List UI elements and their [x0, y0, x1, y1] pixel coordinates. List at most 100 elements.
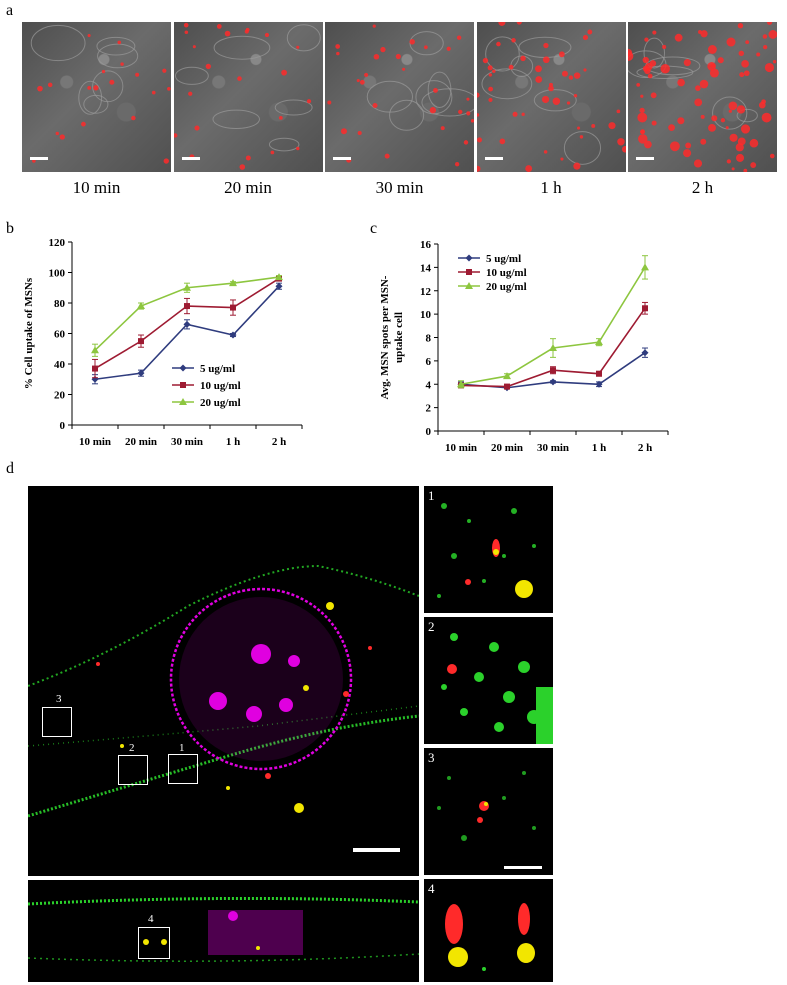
inset-image-2: 2 [424, 617, 553, 744]
inset-3-number: 3 [428, 750, 435, 765]
inset-box-3-number: 3 [56, 693, 62, 705]
y-tick-label: 6 [426, 356, 432, 368]
inset-box-3 [42, 707, 72, 737]
y-tick-label: 40 [54, 359, 66, 371]
inset-box-4 [138, 927, 170, 959]
scale-bar [333, 157, 351, 160]
chart-b: 0 20 40 60 80 100 120 10 min 20 min 30 min 1 h 2 h%… [20, 230, 350, 460]
inset-box-2-number: 2 [129, 742, 135, 754]
legend-label: 20 ug/ml [486, 281, 527, 293]
legend-label: 10 ug/ml [200, 380, 241, 392]
y-tick-label: 8 [426, 333, 432, 345]
inset-box-4-number: 4 [148, 913, 154, 925]
x-tick-label: 1 h [592, 442, 606, 454]
data-point [641, 263, 649, 271]
x-tick-label: 10 min [445, 442, 477, 454]
x-tick-label: 30 min [537, 442, 569, 454]
panel-letter-b: b [6, 220, 14, 237]
confocal-side-svg [28, 896, 419, 962]
inset-image-4: 4 [424, 879, 553, 982]
x-tick-label: 30 min [171, 436, 203, 448]
x-tick-label: 2 h [272, 436, 286, 448]
data-point [229, 331, 237, 339]
inset-box-1 [168, 754, 198, 784]
data-point [642, 305, 648, 312]
inset-4-number: 4 [428, 881, 435, 896]
y-tick-label: 10 [420, 309, 432, 321]
legend-marker [179, 398, 187, 405]
inset-image-1: 1 [424, 486, 553, 613]
data-point [595, 380, 603, 388]
x-tick-label: 20 min [491, 442, 523, 454]
micrograph-tile [22, 22, 171, 172]
chart-c: 0 2 4 6 8 10 12 14 16 10 min 20 min 30 min 1 h 2 h Avg… [374, 236, 714, 460]
legend-marker [180, 382, 186, 388]
data-point [138, 338, 144, 345]
time-label: 2 h [691, 178, 714, 197]
scale-bar [181, 157, 200, 160]
x-tick-label: 10 min [79, 436, 111, 448]
chart-b-svg: 0 20 40 60 80 100 120 10 min 20 min 30 min 1 h 2 h%… [23, 237, 303, 448]
confocal-main-image: 3 2 1 [28, 486, 419, 876]
data-point [275, 282, 283, 290]
inset-image-3: 3 [424, 748, 553, 875]
data-point [229, 279, 237, 287]
scale-bar [484, 157, 503, 160]
data-point [504, 383, 510, 390]
data-point [275, 273, 283, 281]
y-tick-label: 14 [420, 262, 432, 274]
data-point [183, 320, 191, 328]
legend-label: 5 ug/ml [486, 253, 521, 265]
confocal-side-image: 4 [28, 880, 419, 982]
panel-letter-d: d [6, 460, 14, 477]
micrograph-tile [173, 22, 323, 172]
scale-bar [636, 157, 654, 160]
data-point [137, 302, 145, 310]
y-tick-label: 0 [60, 420, 66, 432]
panel-letter-c: c [370, 220, 378, 237]
inset-box-2 [118, 755, 148, 785]
chart-c-svg: 0 2 4 6 8 10 12 14 16 10 min 20 min 30 min 1 h 2 h Avg… [379, 239, 669, 454]
data-point [91, 346, 99, 354]
legend-label: 5 ug/ml [200, 363, 235, 375]
legend-marker [179, 364, 187, 372]
x-tick-label: 2 h [638, 442, 652, 454]
scale-bar [30, 157, 48, 160]
y-tick-label: 120 [49, 237, 66, 249]
inset-2-number: 2 [428, 619, 435, 634]
y-tick-label: 0 [426, 426, 432, 438]
x-tick-label: 20 min [125, 436, 157, 448]
data-point [596, 370, 602, 377]
y-tick-label: 100 [49, 268, 66, 280]
data-point [595, 338, 603, 346]
data-point [549, 378, 557, 386]
micrograph-tile [476, 22, 626, 172]
legend-label: 10 ug/ml [486, 267, 527, 279]
data-point [457, 380, 465, 388]
data-point [137, 369, 145, 377]
data-point [230, 304, 236, 311]
inset-1-number: 1 [428, 488, 435, 503]
y-tick-label: 12 [420, 286, 432, 298]
data-point [641, 349, 649, 357]
legend-marker [466, 269, 472, 275]
time-label: 20 min [224, 178, 272, 197]
legend-marker [465, 282, 473, 289]
y-tick-label: 80 [54, 298, 66, 310]
y-axis-label: Avg. MSN spots per MSN- [379, 275, 391, 399]
micrograph-tile [325, 22, 474, 172]
y-tick-label: 60 [54, 329, 66, 341]
y-tick-label: 20 [54, 390, 66, 402]
data-point [183, 283, 191, 291]
data-point [503, 372, 511, 380]
time-label: 30 min [375, 178, 424, 197]
y-tick-label: 16 [420, 239, 432, 251]
y-tick-label: 4 [426, 379, 432, 391]
y-axis-label: uptake cell [393, 312, 405, 363]
data-point [184, 303, 190, 310]
data-point [550, 367, 556, 374]
time-label: 1 h [540, 178, 562, 197]
panel-letter-a: a [6, 2, 14, 19]
data-point [549, 344, 557, 352]
data-point [92, 365, 98, 372]
